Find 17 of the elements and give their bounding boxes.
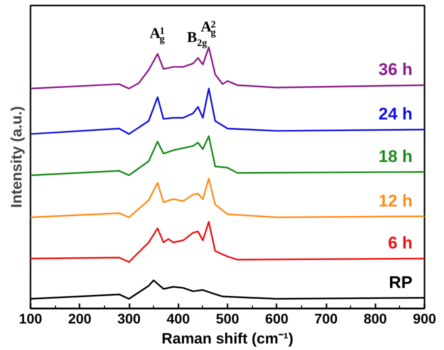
x-axis-title: Raman shift (cm⁻¹) (162, 330, 294, 348)
series-label: RP (388, 272, 413, 292)
y-axis-title: Intensity (a.u.) (8, 106, 26, 208)
series-label: 36 h (378, 60, 413, 80)
series-label: 24 h (378, 104, 413, 124)
x-tick-label: 200 (68, 310, 92, 326)
x-tick-label: 300 (117, 310, 141, 326)
x-tick-label: 800 (364, 310, 388, 326)
series-label: 6 h (388, 234, 412, 253)
x-tick-label: 500 (216, 310, 240, 326)
x-tick-label: 600 (265, 310, 289, 326)
series-label: 18 h (378, 146, 413, 166)
series-label: 12 h (378, 191, 413, 210)
x-tick-label: 400 (166, 310, 190, 326)
x-tick-label: 700 (314, 310, 338, 326)
x-tick-label: 900 (412, 310, 436, 326)
x-tick-label: 100 (18, 310, 42, 326)
